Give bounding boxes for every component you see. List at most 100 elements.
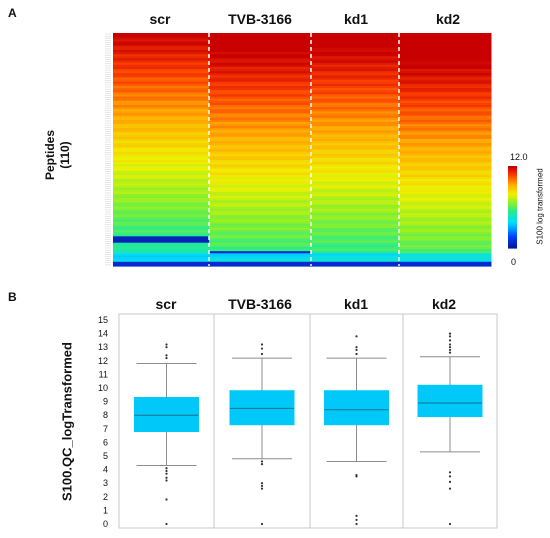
heatmap-cell bbox=[399, 138, 492, 142]
y-tick-label: 3 bbox=[103, 478, 108, 488]
heatmap-cell bbox=[113, 185, 210, 189]
heatmap-cell bbox=[113, 170, 210, 174]
heatmap-cell bbox=[311, 227, 400, 231]
y-tick-label: 14 bbox=[98, 329, 108, 339]
heatmap-cell bbox=[113, 33, 210, 36]
outlier-point bbox=[355, 475, 358, 478]
heatmap-cell bbox=[311, 62, 400, 66]
heatmap-cell bbox=[311, 219, 400, 223]
heatmap-cell bbox=[209, 102, 312, 106]
heatmap-cell bbox=[113, 191, 210, 195]
heatmap-cell bbox=[399, 119, 492, 123]
heatmap-cell bbox=[399, 47, 492, 51]
box-kd1 bbox=[324, 390, 389, 426]
heatmap-cell bbox=[113, 240, 210, 244]
heatmap-cell bbox=[209, 119, 312, 123]
heatmap-cell bbox=[311, 191, 400, 195]
heatmap-cell bbox=[209, 132, 312, 136]
heatmap-cell bbox=[399, 204, 492, 208]
heatmap-cell bbox=[209, 126, 312, 129]
heatmap-cell bbox=[113, 206, 210, 210]
heatmap-cell bbox=[209, 191, 312, 195]
heatmap-cell bbox=[209, 162, 312, 165]
heatmap-cell bbox=[399, 143, 492, 146]
heatmap-cell bbox=[311, 126, 400, 129]
heatmap-cell bbox=[209, 107, 312, 110]
heatmap-cell bbox=[113, 130, 210, 134]
colorbar-segment bbox=[508, 186, 517, 190]
heatmap-cell bbox=[209, 210, 312, 214]
heatmap-cell bbox=[399, 183, 492, 187]
heatmap-cell bbox=[399, 83, 492, 87]
colorbar-segment bbox=[508, 166, 517, 169]
heatmap-cell bbox=[311, 49, 400, 53]
heatmap-cell bbox=[113, 181, 210, 184]
heatmap-cell bbox=[113, 39, 210, 43]
heatmap-cell bbox=[209, 88, 312, 91]
heatmap-cell bbox=[209, 117, 312, 121]
outlier-point bbox=[355, 352, 358, 356]
heatmap-cell bbox=[399, 151, 492, 155]
heatmap-cell bbox=[399, 94, 492, 98]
heatmap-column-label-kd2: kd2 bbox=[435, 11, 461, 27]
heatmap-cell bbox=[113, 193, 210, 197]
heatmap-cell bbox=[399, 246, 492, 250]
heatmap-cell bbox=[399, 96, 492, 100]
heatmap-cell bbox=[311, 253, 400, 257]
heatmap-cell bbox=[399, 134, 492, 138]
heatmap-cell bbox=[209, 145, 312, 148]
heatmap-cell bbox=[311, 71, 400, 74]
heatmap-cell bbox=[399, 200, 492, 204]
heatmap-cell bbox=[209, 109, 312, 112]
heatmap-cell bbox=[311, 37, 400, 40]
heatmap-cell bbox=[399, 210, 492, 214]
heatmap-cell bbox=[113, 232, 210, 235]
colorbar-segment bbox=[508, 180, 517, 183]
colorbar-segment bbox=[508, 237, 517, 241]
heatmap-cell bbox=[311, 134, 400, 138]
heatmap-cell bbox=[311, 100, 400, 104]
heatmap-cell bbox=[311, 102, 400, 106]
heatmap-cell bbox=[399, 240, 492, 244]
heatmap-cell bbox=[311, 60, 400, 64]
colorbar-segment bbox=[508, 209, 517, 212]
heatmap-cell bbox=[113, 177, 210, 180]
heatmap-cell bbox=[209, 160, 312, 163]
outlier-point bbox=[355, 514, 358, 517]
heatmap-cell bbox=[311, 58, 400, 62]
heatmap-cell bbox=[399, 253, 492, 257]
heatmap-cell bbox=[209, 200, 312, 204]
heatmap-cell bbox=[113, 124, 210, 127]
heatmap-cell bbox=[113, 109, 210, 112]
heatmap-cell bbox=[399, 141, 492, 144]
outlier-point bbox=[355, 522, 358, 526]
heatmap-cell bbox=[113, 41, 210, 45]
colorbar-segment bbox=[508, 182, 517, 186]
heatmap-cell bbox=[399, 107, 492, 110]
heatmap-cell bbox=[209, 134, 312, 138]
heatmap-cell bbox=[311, 179, 400, 182]
heatmap-cell bbox=[399, 170, 492, 174]
outlier-point bbox=[448, 475, 452, 478]
colorbar-segment bbox=[508, 178, 517, 181]
heatmap-cell bbox=[209, 73, 312, 76]
heatmap-cell bbox=[113, 200, 210, 204]
heatmap-cell bbox=[399, 164, 492, 168]
colorbar-segment bbox=[508, 196, 517, 200]
heatmap-cell bbox=[311, 249, 400, 252]
heatmap-cell bbox=[311, 79, 400, 83]
heatmap-cell bbox=[113, 43, 210, 47]
heatmap-cell bbox=[209, 115, 312, 119]
heatmap-cell bbox=[209, 261, 312, 265]
heatmap-cell bbox=[209, 39, 312, 43]
heatmap-cell bbox=[311, 236, 400, 240]
heatmap-cell bbox=[311, 168, 400, 172]
heatmap-column-label-scr: scr bbox=[149, 11, 171, 27]
outlier-point bbox=[355, 346, 358, 349]
heatmap-cell bbox=[399, 54, 492, 57]
heatmap-cell bbox=[399, 249, 492, 252]
heatmap-cell bbox=[399, 229, 492, 233]
heatmap-cell bbox=[311, 94, 400, 98]
colorbar-segment bbox=[508, 223, 517, 227]
heatmap-cell bbox=[209, 96, 312, 100]
